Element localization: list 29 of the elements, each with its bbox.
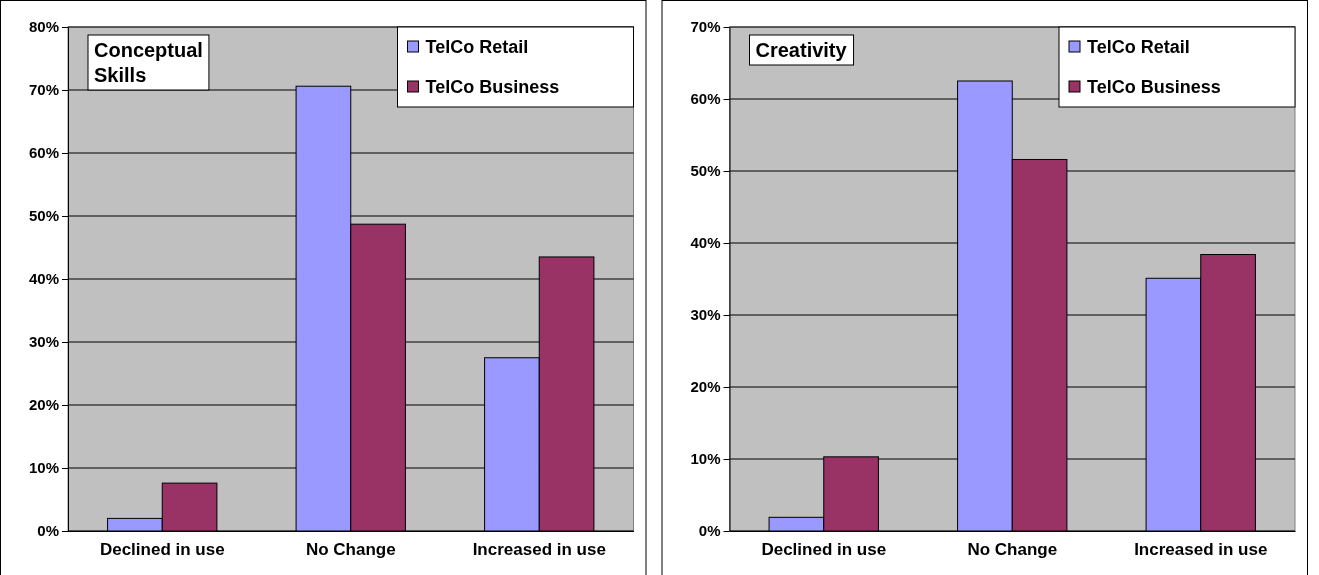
y-tick-label: 50% (28, 207, 59, 225)
y-tick-label: 40% (28, 270, 59, 288)
y-tick-label: 30% (28, 333, 59, 351)
x-tick-label: Declined in use (761, 540, 887, 560)
legend-label: TelCo Business (1087, 77, 1221, 97)
x-tick-label: No Change (305, 540, 396, 560)
y-tick-label: 60% (28, 144, 59, 162)
legend-label: TelCo Retail (425, 37, 529, 57)
x-tick-label: No Change (967, 540, 1058, 560)
x-tick-label: Increased in use (472, 540, 606, 560)
y-tick-label: 50% (690, 162, 721, 180)
y-tick-label: 20% (690, 378, 721, 396)
y-tick-label: 40% (690, 234, 721, 252)
y-tick-label: 70% (28, 81, 59, 99)
y-tick-label: 0% (698, 522, 721, 540)
x-tick-label: Declined in use (99, 540, 225, 560)
legend-label: TelCo Business (425, 77, 560, 97)
text: Conceptual Skills (94, 39, 203, 86)
text: Creativity (755, 39, 848, 61)
y-tick-label: 70% (690, 18, 721, 36)
y-tick-label: 60% (690, 90, 721, 108)
y-tick-label: 10% (690, 450, 721, 468)
x-tick-label: Increased in use (1134, 540, 1268, 560)
y-tick-label: 20% (28, 396, 59, 414)
y-tick-label: 30% (690, 306, 721, 324)
y-tick-label: 80% (28, 18, 59, 36)
y-tick-label: 10% (28, 459, 59, 477)
legend-label: TelCo Retail (1087, 37, 1190, 57)
y-tick-label: 0% (37, 522, 59, 540)
